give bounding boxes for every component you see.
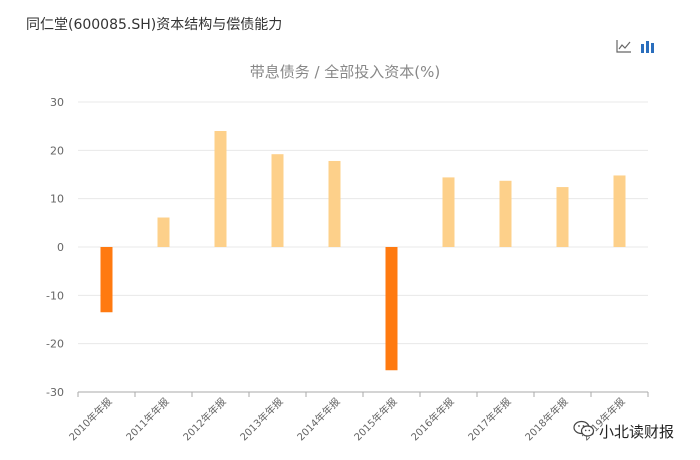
bar[interactable] xyxy=(385,247,398,371)
x-tick-label: 2018年年报 xyxy=(522,395,570,443)
bar[interactable] xyxy=(556,187,569,247)
x-tick-label: 2015年年报 xyxy=(351,395,399,443)
bar[interactable] xyxy=(499,180,512,247)
line-chart-icon[interactable] xyxy=(616,38,632,53)
y-tick-label: 10 xyxy=(50,193,64,206)
x-tick-label: 2016年年报 xyxy=(408,395,456,443)
watermark: 小北读财报 xyxy=(573,420,674,442)
bar[interactable] xyxy=(214,131,227,247)
wechat-icon xyxy=(573,420,595,442)
y-tick-label: 20 xyxy=(50,144,64,157)
x-tick-label: 2014年年报 xyxy=(294,395,342,443)
y-tick-label: -20 xyxy=(46,338,64,351)
x-tick-label: 2011年年报 xyxy=(123,395,171,443)
y-tick-label: 30 xyxy=(50,96,64,109)
y-tick-label: -30 xyxy=(46,386,64,399)
x-tick-label: 2017年年报 xyxy=(465,395,513,443)
bars xyxy=(100,131,626,371)
x-tick-label: 2013年年报 xyxy=(237,395,285,443)
bar-chart-icon[interactable] xyxy=(640,38,656,53)
bar[interactable] xyxy=(157,217,170,247)
x-tick-label: 2012年年报 xyxy=(180,395,228,443)
x-axis xyxy=(77,391,649,397)
bar[interactable] xyxy=(100,247,113,313)
bar[interactable] xyxy=(613,175,626,247)
bar[interactable] xyxy=(442,177,455,247)
y-axis-ticks: 30 20 10 0 -10 -20 -30 xyxy=(46,96,64,399)
watermark-text: 小北读财报 xyxy=(598,422,674,441)
y-tick-label: 0 xyxy=(57,241,64,254)
bar[interactable] xyxy=(271,154,284,247)
chart-toolbar xyxy=(616,38,656,53)
grid-lines xyxy=(78,101,648,345)
bar[interactable] xyxy=(328,160,341,247)
y-tick-label: -10 xyxy=(46,289,64,302)
x-axis-ticks: 2010年年报 2011年年报 2012年年报 2013年年报 2014年年报 2015年… xyxy=(66,395,627,443)
chart-title: 带息债务 / 全部投入资本(%) xyxy=(250,63,441,81)
page-title: 同仁堂(600085.SH)资本结构与偿债能力 xyxy=(26,17,283,33)
x-tick-label: 2010年年报 xyxy=(66,395,114,443)
